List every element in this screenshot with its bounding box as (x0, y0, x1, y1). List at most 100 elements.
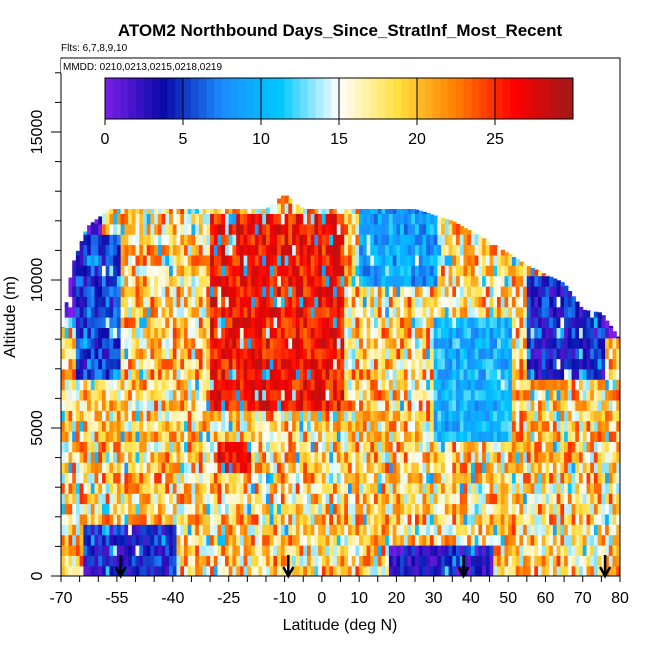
heatmap-cell (567, 441, 573, 453)
heatmap-cell (124, 234, 129, 246)
heatmap-cell (128, 524, 133, 536)
heatmap-cell (493, 306, 498, 318)
heatmap-cell (176, 244, 181, 256)
heatmap-cell (415, 317, 420, 328)
heatmap-cell (120, 493, 125, 505)
heatmap-cell (236, 431, 241, 442)
heatmap-cell (429, 534, 435, 546)
heatmap-cell (131, 368, 137, 380)
heatmap-cell (180, 327, 185, 339)
heatmap-cell (370, 399, 375, 411)
heatmap-cell (165, 379, 170, 391)
heatmap-cell (225, 317, 230, 328)
heatmap-cell (232, 565, 237, 576)
heatmap-cell (143, 275, 148, 287)
heatmap-cell (191, 244, 196, 256)
heatmap-cell (407, 379, 412, 391)
heatmap-cell (310, 399, 315, 411)
heatmap-cell (232, 223, 237, 235)
heatmap-cell (348, 358, 353, 370)
heatmap-cell (515, 565, 520, 576)
heatmap-cell (366, 285, 371, 297)
heatmap-cell (146, 285, 151, 297)
heatmap-cell (538, 296, 543, 308)
heatmap-cell (139, 368, 144, 380)
heatmap-cell (485, 544, 491, 556)
heatmap-cell (180, 254, 185, 266)
heatmap-cell (94, 544, 99, 556)
heatmap-cell (221, 462, 226, 473)
heatmap-cell (478, 327, 483, 339)
heatmap-cell (426, 389, 431, 401)
heatmap-cell (135, 285, 140, 297)
heatmap-cell (541, 493, 546, 505)
heatmap-cell (411, 420, 416, 432)
heatmap-cell (295, 441, 301, 453)
heatmap-cell (251, 213, 256, 225)
heatmap-cell (493, 451, 498, 463)
heatmap-cell (195, 431, 200, 442)
heatmap-cell (392, 209, 397, 214)
heatmap-cell (493, 410, 498, 422)
heatmap-cell (146, 317, 151, 328)
heatmap-cell (221, 337, 226, 349)
heatmap-cell (120, 451, 125, 463)
heatmap-cell (198, 234, 204, 246)
heatmap-cell (340, 565, 345, 576)
heatmap-cell (135, 503, 140, 515)
heatmap-cell (437, 441, 442, 453)
heatmap-cell (143, 472, 148, 484)
heatmap-cell (266, 265, 271, 277)
heatmap-cell (213, 534, 219, 546)
heatmap-cell (120, 285, 125, 297)
heatmap-cell (418, 296, 424, 308)
heatmap-cell (564, 285, 569, 297)
heatmap-cell (456, 399, 461, 411)
heatmap-cell (303, 482, 308, 494)
heatmap-cell (467, 513, 472, 525)
heatmap-cell (538, 306, 543, 318)
heatmap-cell (191, 306, 196, 318)
heatmap-cell (321, 544, 327, 556)
heatmap-cell (299, 420, 304, 432)
heatmap-cell (407, 534, 412, 546)
heatmap-cell (64, 513, 69, 525)
heatmap-cell (422, 534, 427, 546)
heatmap-cell (161, 565, 166, 576)
heatmap-cell (340, 503, 345, 515)
heatmap-cell (98, 482, 103, 494)
heatmap-cell (105, 234, 110, 246)
heatmap-cell (593, 379, 599, 391)
heatmap-cell (251, 513, 256, 525)
heatmap-cell (273, 223, 278, 235)
heatmap-cell (210, 285, 215, 297)
heatmap-cell (426, 296, 431, 308)
heatmap-cell (538, 472, 543, 484)
heatmap-cell (128, 451, 133, 463)
heatmap-cell (105, 368, 110, 380)
heatmap-cell (102, 441, 107, 453)
heatmap-cell (388, 389, 394, 401)
heatmap-cell (392, 234, 397, 246)
heatmap-cell (113, 410, 118, 422)
heatmap-cell (310, 410, 315, 422)
heatmap-cell (515, 482, 520, 494)
heatmap-cell (478, 441, 483, 453)
heatmap-cell (489, 348, 494, 360)
heatmap-cell (210, 368, 215, 380)
heatmap-cell (225, 451, 230, 463)
heatmap-cell (388, 296, 394, 308)
heatmap-cell (586, 327, 591, 339)
heatmap-cell (292, 265, 297, 277)
heatmap-cell (146, 410, 151, 422)
heatmap-cell (269, 544, 274, 556)
heatmap-cell (370, 389, 375, 401)
heatmap-cell (198, 317, 204, 328)
heatmap-cell (161, 389, 166, 401)
heatmap-cell (83, 296, 88, 308)
heatmap-cell (314, 462, 319, 473)
heatmap-cell (493, 493, 498, 505)
heatmap-cell (351, 534, 356, 546)
heatmap-cell (150, 275, 155, 287)
heatmap-cell (292, 503, 297, 515)
